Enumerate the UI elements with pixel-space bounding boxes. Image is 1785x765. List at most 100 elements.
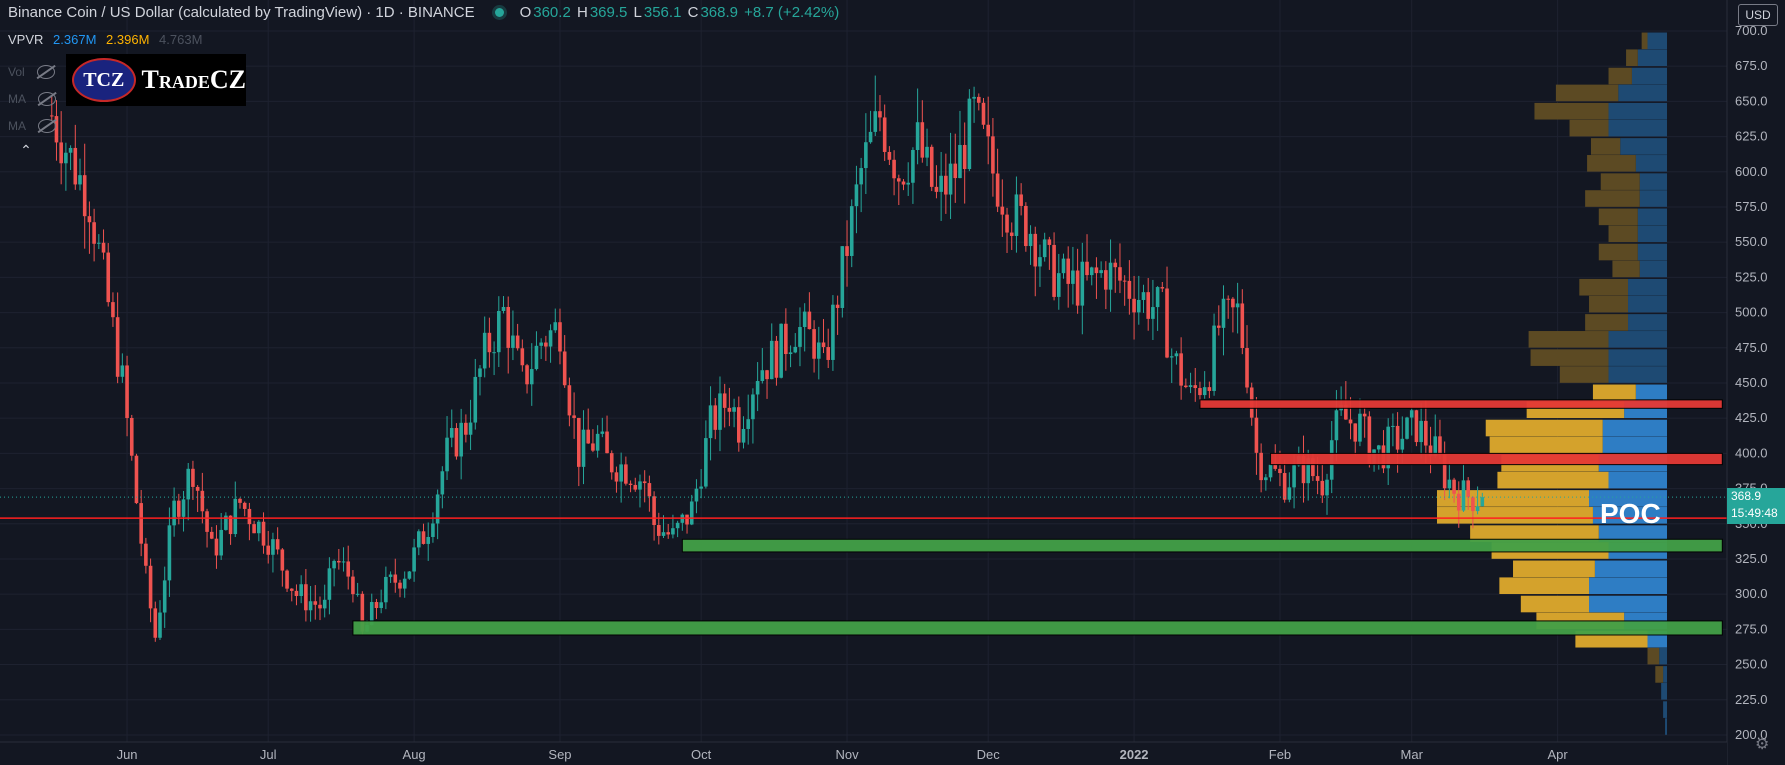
candle-up <box>831 304 835 360</box>
candle-up <box>1419 420 1423 443</box>
candle-down <box>54 116 59 143</box>
candle-down <box>1226 298 1230 300</box>
candle-down <box>209 531 214 539</box>
candle-up <box>426 536 431 544</box>
candle-down <box>562 351 567 386</box>
candle-down <box>567 385 572 416</box>
indicator-row[interactable]: MA <box>8 85 56 112</box>
candle-down <box>1231 298 1235 308</box>
candle-up <box>271 539 275 555</box>
candle-down <box>1005 214 1009 233</box>
price-tick-label: 550.0 <box>1735 234 1768 249</box>
candle-down <box>87 216 92 223</box>
vp-up-bar <box>1661 683 1667 700</box>
vpvr-legend[interactable]: VPVR 2.367M 2.396M 4.763M <box>8 32 202 47</box>
indicator-label: Vol <box>8 64 25 79</box>
price-tick-label: 225.0 <box>1735 692 1768 707</box>
candle-down <box>337 560 341 563</box>
candle-down <box>591 443 595 451</box>
candle-up <box>1447 479 1452 489</box>
candle-down <box>139 503 143 544</box>
candle-up <box>219 529 223 556</box>
eye-hidden-icon[interactable] <box>38 91 56 106</box>
candle-down <box>374 602 379 609</box>
vp-down-bar <box>1585 314 1629 331</box>
candle-up <box>534 345 539 370</box>
vp-down-bar <box>1598 243 1638 261</box>
candle-down <box>125 365 129 418</box>
price-tick-label: 250.0 <box>1735 657 1768 672</box>
candle-down <box>892 159 896 179</box>
candle-up <box>925 146 929 158</box>
candle-up <box>1108 262 1113 290</box>
time-tick-label: Jun <box>117 747 138 762</box>
price-tick-label: 500.0 <box>1735 305 1768 320</box>
indicator-row[interactable]: MA <box>8 112 56 139</box>
candle-down <box>1240 303 1245 349</box>
vp-up-bar <box>1628 295 1667 313</box>
candle-down <box>586 429 591 444</box>
candle-down <box>1471 497 1475 512</box>
candle-up <box>379 602 383 609</box>
vp-up-bar <box>1620 138 1667 155</box>
vp-up-bar <box>1594 560 1667 578</box>
candle-up <box>1325 479 1329 496</box>
candle-down <box>487 332 492 353</box>
price-axis-bg <box>1727 0 1785 765</box>
time-axis[interactable]: Jun Jul Aug Sep Oct Nov Dec 2022 Feb Mar Apr <box>0 741 1727 765</box>
candle-up <box>322 599 327 609</box>
candle-up <box>849 206 854 256</box>
candle-down <box>1179 353 1183 386</box>
settings-gear-icon[interactable]: ⚙ <box>1755 736 1770 753</box>
vp-up-bar <box>1608 102 1667 120</box>
candle-up <box>661 532 666 536</box>
currency-button[interactable]: USD <box>1738 4 1778 26</box>
candle-down <box>1367 416 1372 464</box>
candle-down <box>962 144 967 170</box>
candle-up <box>746 419 751 429</box>
candle-up <box>553 322 558 331</box>
ohlc-values: O 360.2 H 369.5 L 356.1 C 368.9 +8.7 (+2.42%… <box>520 4 842 21</box>
vp-up-bar <box>1639 173 1667 190</box>
candle-up <box>186 468 191 500</box>
vp-up-bar <box>1637 208 1667 226</box>
symbol-title[interactable]: Binance Coin / US Dollar (calculated by … <box>8 4 475 21</box>
candle-down <box>1466 480 1470 498</box>
vpvr-name: VPVR <box>8 32 44 47</box>
candle-down <box>1024 205 1028 247</box>
candle-down <box>1066 258 1070 284</box>
candle-down <box>577 417 581 467</box>
candle-up <box>482 332 487 369</box>
candle-down <box>398 582 402 589</box>
eye-hidden-icon[interactable] <box>38 118 56 133</box>
candle-down <box>318 604 322 609</box>
candle-up <box>384 576 388 603</box>
candle-down <box>1009 232 1014 236</box>
indicator-row[interactable]: Vol <box>8 58 56 85</box>
candle-up <box>694 488 699 502</box>
candle-up <box>388 574 393 577</box>
candle-up <box>492 352 496 354</box>
vp-down-bar <box>1585 190 1640 207</box>
candle-up <box>1141 292 1146 300</box>
candle-up <box>369 602 374 626</box>
candle-up <box>539 342 543 346</box>
price-axis[interactable]: 200.0225.0250.0275.0300.0325.0350.0375.0… <box>1726 0 1785 765</box>
vp-down-bar <box>1608 225 1638 243</box>
candle-down <box>633 484 638 490</box>
candle-down <box>934 186 939 192</box>
collapse-legend-icon[interactable]: ⌃ <box>20 142 32 158</box>
price-tick-label: 650.0 <box>1735 93 1768 108</box>
candle-down <box>826 347 831 360</box>
candle-up <box>478 368 482 377</box>
candle-down <box>1395 425 1400 450</box>
vp-down-bar <box>1590 138 1621 155</box>
candle-up <box>1071 270 1075 284</box>
candle-up <box>1080 261 1085 306</box>
candle-down <box>266 545 271 555</box>
vp-down-bar <box>1497 471 1609 489</box>
candle-down <box>275 539 280 550</box>
candle-down <box>1311 458 1315 477</box>
eye-hidden-icon[interactable] <box>36 64 55 79</box>
